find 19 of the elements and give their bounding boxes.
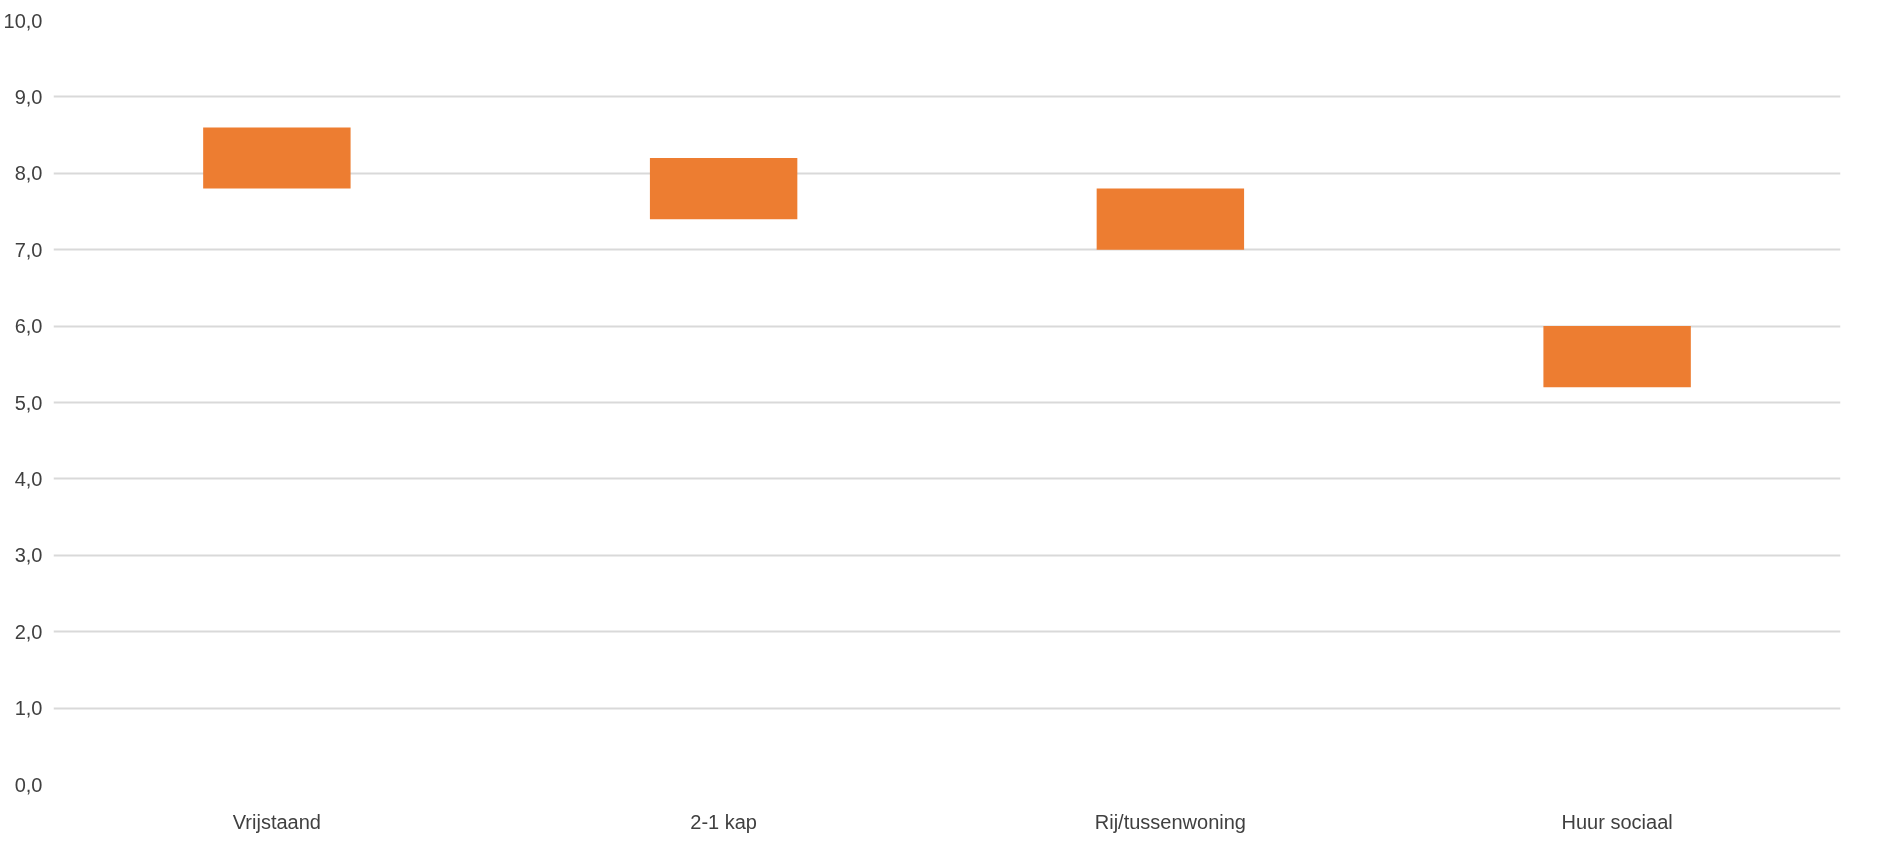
y-tick-label: 0,0 [14, 773, 43, 796]
y-tick-label: 5,0 [14, 391, 43, 414]
y-tick-label: 9,0 [14, 85, 43, 108]
y-tick-label: 4,0 [14, 467, 43, 490]
y-tick-label: 2,0 [14, 620, 43, 643]
bar [1096, 188, 1245, 250]
x-tick-label: Rij/tussenwoning [1094, 810, 1246, 833]
bar [203, 127, 351, 189]
y-tick-label: 3,0 [14, 544, 43, 567]
y-tick-label: 8,0 [14, 162, 43, 185]
y-tick-label: 7,0 [14, 238, 43, 261]
y-tick-label: 6,0 [14, 315, 43, 338]
y-tick-label: 10,0 [3, 9, 43, 32]
bar [1543, 326, 1691, 388]
x-tick-label: Huur sociaal [1561, 810, 1673, 833]
x-tick-label: 2-1 kap [690, 810, 757, 833]
y-tick-label: 1,0 [14, 697, 43, 720]
bar [649, 158, 798, 220]
x-tick-label: Vrijstaand [232, 810, 321, 833]
